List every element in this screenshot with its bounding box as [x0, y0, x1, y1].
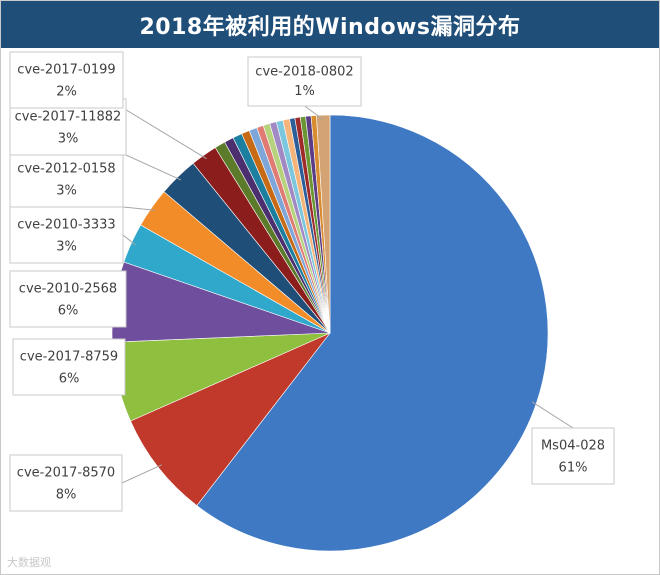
- slice-percent-label: 3%: [56, 184, 77, 199]
- data-label-cve-2010-3333: cve-2010-3333 3%: [9, 206, 124, 264]
- slice-percent-label: 6%: [58, 304, 79, 319]
- data-label-cve-2010-2568: cve-2010-2568 6%: [9, 270, 127, 328]
- label-box: [9, 270, 127, 328]
- data-label-cve-2017-8570: cve-2017-8570 8%: [9, 454, 123, 512]
- leader-line: [125, 154, 182, 181]
- label-box: [247, 56, 362, 107]
- label-box: [9, 206, 124, 264]
- label-box: [9, 454, 123, 512]
- data-label-cve-2017-8759: cve-2017-8759 6%: [12, 338, 126, 396]
- slice-percent-label: 2%: [56, 85, 77, 100]
- slice-percent-label: 1%: [294, 84, 315, 99]
- data-label-cve-2018-0802: cve-2018-0802 1%: [247, 56, 362, 107]
- data-label-ms04-028: Ms04-028 61%: [531, 427, 615, 485]
- slice-name-label: cve-2010-2568: [19, 281, 117, 296]
- data-label-cve-2017-0199: cve-2017-0199 2%: [9, 51, 124, 109]
- label-box: [9, 150, 124, 208]
- slice-percent-label: 6%: [59, 372, 80, 387]
- title-bar: 2018年被利用的Windows漏洞分布: [1, 1, 659, 48]
- leader-line: [531, 401, 574, 429]
- label-box: [9, 51, 124, 109]
- slice-percent-label: 3%: [58, 132, 79, 147]
- slice-name-label: cve-2012-0158: [17, 161, 115, 176]
- label-box: [12, 338, 126, 396]
- slice-name-label: Ms04-028: [541, 438, 605, 453]
- slice-name-label: cve-2017-8759: [20, 349, 118, 364]
- leader-line: [122, 206, 156, 211]
- data-label-cve-2012-0158: cve-2012-0158 3%: [9, 150, 124, 208]
- slice-name-label: cve-2017-8570: [17, 465, 115, 480]
- slice-name-label: cve-2017-11882: [15, 109, 122, 124]
- pie-slice-cve-2017-8570: [130, 332, 331, 507]
- leader-line: [122, 234, 136, 246]
- watermark: 大数据观: [7, 556, 51, 569]
- pie-slice-cve-2018-0802: [316, 114, 331, 334]
- slice-percent-label: 3%: [56, 240, 77, 255]
- slice-name-label: cve-2010-3333: [17, 217, 115, 232]
- leader-line: [121, 464, 163, 484]
- label-box: [531, 427, 615, 485]
- leader-line: [304, 105, 324, 120]
- slice-name-label: cve-2017-0199: [17, 62, 115, 77]
- slice-percent-label: 8%: [56, 488, 77, 503]
- slice-percent-label: 61%: [559, 461, 588, 476]
- pie-slice-ms04-028: [196, 114, 549, 552]
- chart-title: 2018年被利用的Windows漏洞分布: [139, 14, 521, 40]
- slice-name-label: cve-2018-0802: [255, 65, 353, 80]
- leader-line: [122, 107, 207, 160]
